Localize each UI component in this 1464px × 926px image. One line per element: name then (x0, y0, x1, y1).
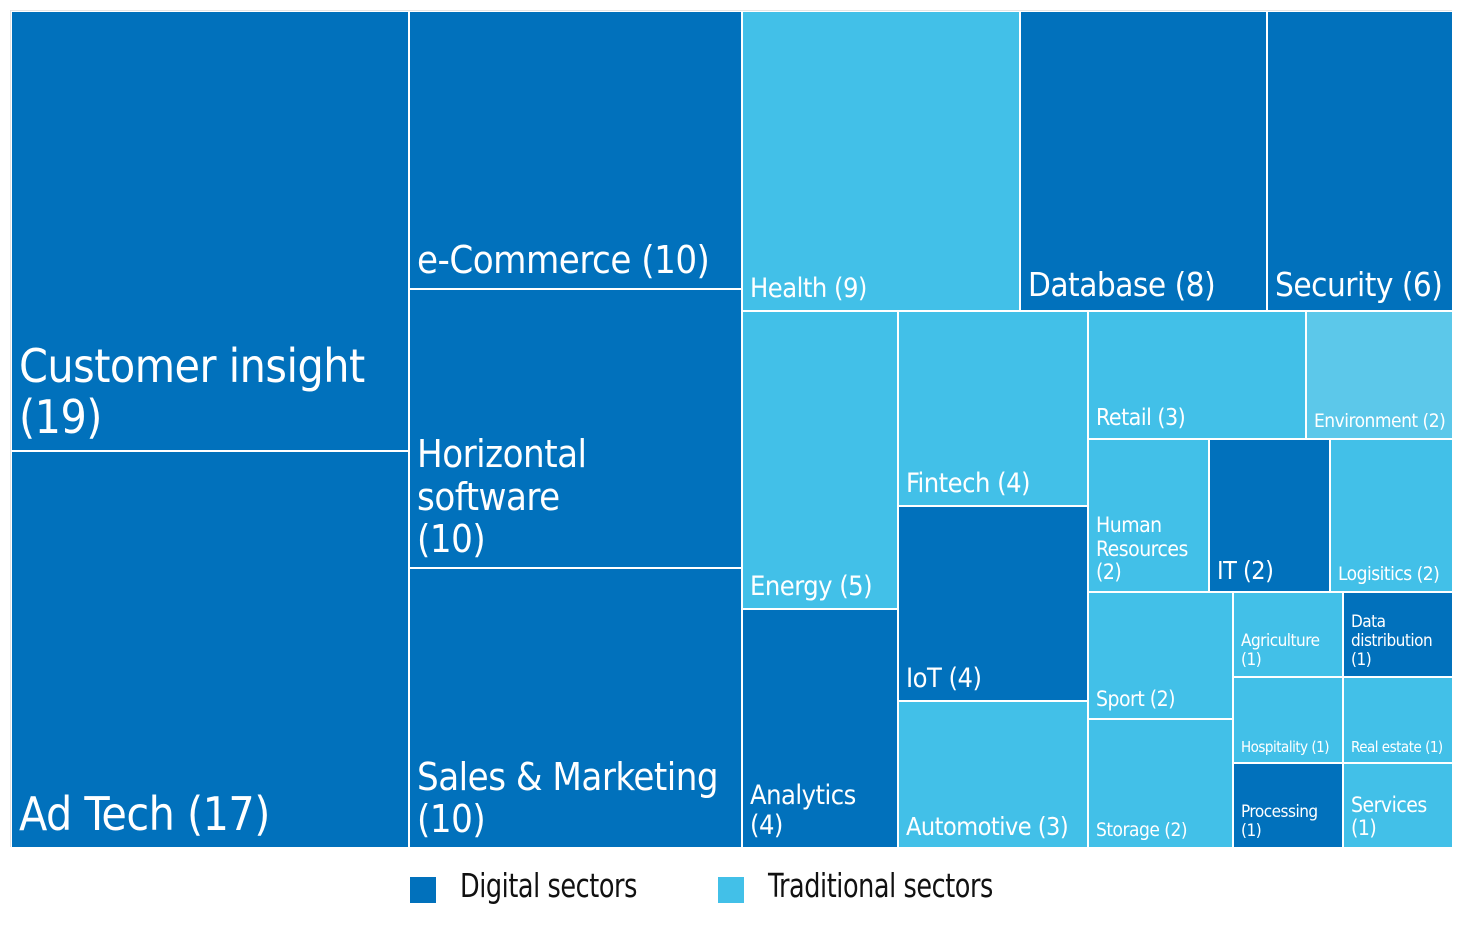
legend-item-digital: Digital sectors (410, 866, 666, 905)
treemap-cell-storage: Storage (2) (1088, 719, 1233, 848)
treemap-cell-customer-insight: Customer insight (19) (11, 11, 409, 451)
treemap-cell-sport: Sport (2) (1088, 592, 1233, 719)
treemap-cell-database: Database (8) (1020, 11, 1267, 311)
treemap-cell-fintech: Fintech (4) (898, 311, 1088, 506)
legend-label-digital: Digital sectors (460, 866, 637, 905)
treemap-cell-retail: Retail (3) (1088, 311, 1306, 439)
treemap-cell-iot: IoT (4) (898, 506, 1088, 701)
legend-swatch-traditional (718, 876, 744, 903)
treemap-cell-analytics: Analytics (4) (742, 609, 898, 848)
treemap-label-storage: Storage (2) (1096, 818, 1188, 841)
treemap-label-fintech: Fintech (4) (906, 467, 1031, 499)
treemap-cell-agriculture: Agriculture (1) (1233, 592, 1343, 677)
treemap-label-environment: Environment (2) (1314, 409, 1446, 432)
legend-swatch-digital (410, 876, 436, 903)
treemap-label-iot: IoT (4) (906, 662, 982, 694)
treemap-label-security: Security (6) (1275, 265, 1443, 305)
treemap-cell-processing: Processing (1) (1233, 763, 1343, 848)
treemap-cell-energy: Energy (5) (742, 311, 898, 609)
treemap-cell-it: IT (2) (1209, 439, 1330, 592)
treemap-cell-real-estate: Real estate (1) (1343, 677, 1453, 763)
treemap-chart: Customer insight (19) Ad Tech (17) e-Comme… (10, 10, 1453, 848)
treemap-cell-logisitics: Logisitics (2) (1330, 439, 1453, 592)
treemap-label-health: Health (9) (750, 272, 867, 304)
treemap-label-agriculture: Agriculture (1) (1241, 630, 1320, 670)
treemap-cell-horizontal-software: Horizontal software (10) (409, 289, 742, 568)
treemap-label-data-distribution: Data distribution (1) (1351, 611, 1433, 670)
treemap-label-horizontal-software: Horizontal software (10) (417, 432, 587, 562)
treemap-label-energy: Energy (5) (750, 570, 873, 602)
treemap-cell-human-resources: Human Resources (2) (1088, 439, 1209, 592)
treemap-cell-e-commerce: e-Commerce (10) (409, 11, 742, 289)
treemap-cell-automotive: Automotive (3) (898, 701, 1088, 848)
treemap-label-e-commerce: e-Commerce (10) (417, 238, 710, 283)
treemap-label-logisitics: Logisitics (2) (1338, 562, 1440, 585)
treemap-label-analytics: Analytics (4) (750, 779, 856, 841)
treemap-cell-ad-tech: Ad Tech (17) (11, 451, 409, 848)
treemap-label-human-resources: Human Resources (2) (1096, 513, 1188, 585)
treemap-label-ad-tech: Ad Tech (17) (19, 787, 270, 842)
treemap-label-real-estate: Real estate (1) (1351, 738, 1443, 757)
treemap-cell-sales-marketing: Sales & Marketing (10) (409, 568, 742, 848)
treemap-label-automotive: Automotive (3) (906, 812, 1069, 841)
treemap-label-hospitality: Hospitality (1) (1241, 738, 1330, 757)
treemap-label-customer-insight: Customer insight (19) (19, 338, 365, 445)
treemap-cell-hospitality: Hospitality (1) (1233, 677, 1343, 763)
treemap-label-services: Services (1) (1351, 792, 1427, 841)
treemap-cell-health: Health (9) (742, 11, 1020, 311)
treemap-label-sport: Sport (2) (1096, 687, 1175, 712)
treemap-cell-services: Services (1) (1343, 763, 1453, 848)
legend-item-traditional: Traditional sectors (718, 866, 1030, 905)
treemap-label-database: Database (8) (1028, 265, 1216, 305)
legend: Digital sectors Traditional sectors (0, 860, 1464, 910)
treemap-label-sales-marketing: Sales & Marketing (10) (417, 754, 719, 842)
treemap-label-retail: Retail (3) (1096, 405, 1186, 432)
treemap-label-it: IT (2) (1217, 556, 1274, 585)
treemap-cell-security: Security (6) (1267, 11, 1453, 311)
treemap-cell-environment: Environment (2) (1306, 311, 1453, 439)
treemap-cell-data-distribution: Data distribution (1) (1343, 592, 1453, 677)
treemap-label-processing: Processing (1) (1241, 801, 1318, 841)
legend-label-traditional: Traditional sectors (768, 866, 993, 905)
